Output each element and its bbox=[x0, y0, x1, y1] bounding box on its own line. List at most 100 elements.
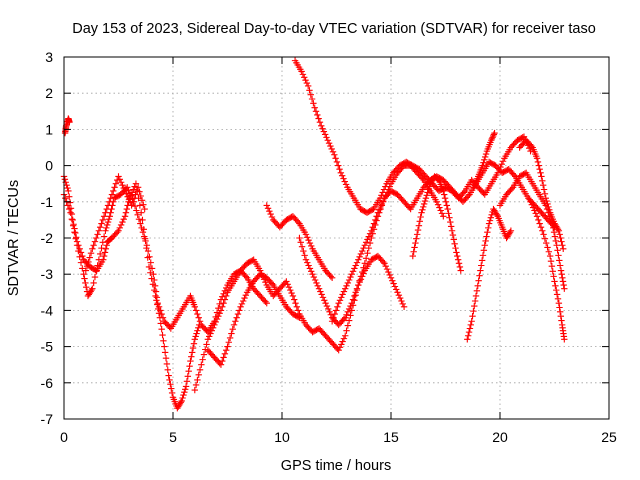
data-point bbox=[376, 206, 383, 213]
data-point bbox=[220, 354, 227, 361]
data-point bbox=[373, 213, 380, 220]
data-point bbox=[262, 298, 269, 305]
data-point bbox=[436, 204, 443, 211]
data-point bbox=[103, 242, 110, 249]
data-point bbox=[490, 131, 498, 138]
data-point bbox=[507, 227, 515, 234]
data-point bbox=[311, 276, 319, 284]
data-point bbox=[195, 324, 202, 331]
data-point bbox=[283, 278, 290, 285]
data-point bbox=[359, 247, 366, 255]
data-point bbox=[211, 321, 218, 329]
data-point bbox=[460, 189, 468, 196]
data-point bbox=[301, 74, 308, 81]
data-point bbox=[140, 201, 147, 208]
data-point bbox=[479, 162, 486, 169]
data-point bbox=[124, 193, 131, 200]
data-point bbox=[219, 357, 226, 365]
data-point bbox=[323, 134, 330, 141]
data-point bbox=[124, 184, 131, 191]
data-point bbox=[115, 227, 122, 234]
data-point bbox=[553, 242, 560, 249]
series-track-l bbox=[464, 205, 515, 343]
data-point bbox=[102, 227, 109, 234]
data-point bbox=[557, 312, 565, 320]
data-point bbox=[315, 115, 322, 122]
data-point bbox=[535, 216, 542, 224]
data-point bbox=[468, 318, 475, 325]
y-axis-label: SDTVAR / TECUs bbox=[6, 180, 22, 296]
data-point bbox=[267, 210, 274, 218]
data-point bbox=[366, 230, 374, 237]
data-point bbox=[437, 207, 444, 214]
data-point bbox=[413, 231, 421, 238]
data-point bbox=[314, 111, 321, 119]
data-point bbox=[187, 357, 194, 365]
data-point bbox=[447, 223, 455, 230]
data-point bbox=[83, 263, 91, 270]
data-point bbox=[378, 200, 386, 208]
data-point bbox=[137, 220, 144, 227]
data-point bbox=[188, 353, 195, 360]
data-point bbox=[508, 185, 515, 192]
data-point bbox=[490, 132, 497, 140]
data-point bbox=[102, 209, 109, 216]
data-point bbox=[321, 297, 328, 304]
data-point bbox=[222, 347, 230, 354]
data-point bbox=[310, 100, 317, 107]
data-point bbox=[181, 389, 188, 396]
data-point bbox=[291, 296, 298, 303]
data-point bbox=[125, 196, 133, 203]
data-point bbox=[332, 307, 340, 314]
data-point bbox=[343, 327, 350, 334]
data-point bbox=[433, 198, 440, 205]
data-point bbox=[414, 226, 422, 234]
data-point bbox=[546, 252, 554, 260]
data-point bbox=[65, 187, 72, 195]
data-point bbox=[418, 209, 425, 216]
data-point bbox=[325, 305, 332, 313]
data-point bbox=[154, 305, 162, 313]
data-point bbox=[154, 301, 161, 308]
data-point bbox=[89, 285, 96, 292]
data-point bbox=[121, 213, 129, 220]
data-point bbox=[353, 259, 361, 266]
data-point bbox=[480, 247, 488, 254]
data-point bbox=[493, 211, 501, 219]
data-point bbox=[355, 256, 362, 263]
data-point bbox=[113, 229, 121, 236]
data-point bbox=[137, 192, 144, 200]
data-point bbox=[531, 207, 538, 214]
data-point bbox=[141, 205, 148, 213]
data-point bbox=[308, 242, 315, 250]
data-point bbox=[322, 299, 329, 307]
series-track-a bbox=[60, 184, 270, 336]
data-point bbox=[374, 209, 382, 216]
data-point bbox=[96, 223, 104, 231]
series-track-b bbox=[60, 173, 203, 412]
data-point bbox=[167, 381, 174, 388]
data-point bbox=[345, 276, 353, 284]
data-point bbox=[453, 249, 460, 256]
data-point bbox=[133, 207, 140, 214]
data-point bbox=[356, 253, 363, 261]
data-point bbox=[535, 162, 543, 169]
data-point bbox=[302, 231, 310, 238]
data-point bbox=[236, 307, 243, 314]
grid-lines bbox=[63, 56, 610, 420]
data-point bbox=[112, 180, 120, 187]
data-point bbox=[440, 213, 447, 220]
data-point bbox=[307, 91, 314, 98]
data-point bbox=[479, 252, 487, 259]
data-point bbox=[456, 263, 464, 271]
data-point bbox=[83, 284, 90, 291]
data-point bbox=[450, 236, 457, 243]
data-point bbox=[400, 303, 408, 310]
series-track-o bbox=[470, 129, 498, 191]
data-point bbox=[549, 268, 556, 275]
data-point bbox=[551, 233, 559, 240]
data-point bbox=[419, 206, 426, 213]
data-point bbox=[552, 237, 560, 245]
data-point bbox=[389, 277, 396, 284]
